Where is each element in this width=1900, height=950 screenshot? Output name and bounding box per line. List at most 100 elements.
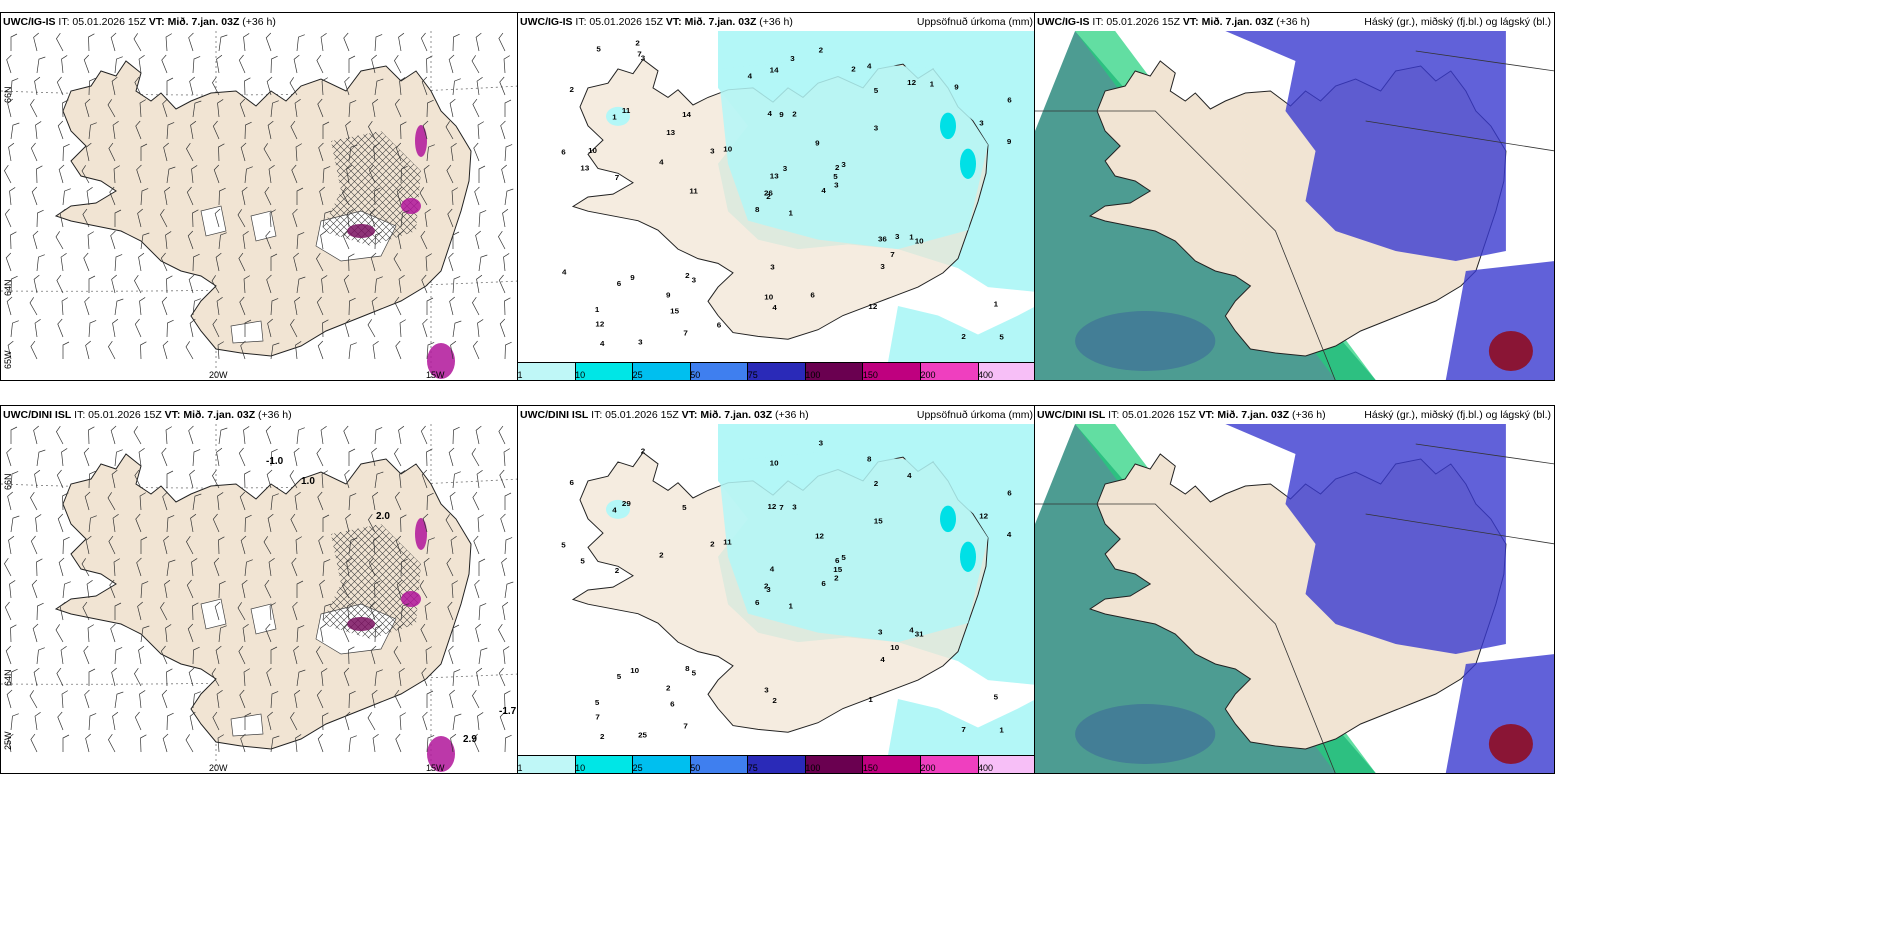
wind-barb: [216, 690, 223, 709]
wind-barb: [471, 55, 480, 74]
wind-barb: [10, 231, 17, 250]
wind-barb: [399, 712, 406, 731]
precip-value: 2: [659, 551, 664, 560]
convection-patch: [427, 736, 455, 772]
lat-label-66n: 66N: [3, 86, 13, 103]
wind-barb: [114, 254, 123, 272]
wind-barb: [400, 165, 408, 184]
wind-barb: [166, 122, 175, 140]
wind-barb: [213, 557, 220, 577]
precip-value: 13: [770, 172, 780, 181]
wind-barb: [135, 120, 142, 140]
wind-barb: [113, 558, 120, 577]
wind-barb: [34, 319, 41, 338]
wind-barb: [374, 187, 381, 206]
wind-barb: [165, 33, 172, 52]
wind-barb: [293, 447, 300, 467]
wind-barb: [88, 275, 96, 293]
wind-barb: [504, 734, 512, 753]
wind-barb: [320, 623, 327, 643]
precip-value: 1: [612, 112, 617, 121]
wind-barb: [348, 297, 356, 316]
wind-barb: [244, 514, 252, 533]
wind-barb: [320, 230, 327, 250]
wind-barb: [113, 165, 120, 184]
wind-barb: [343, 667, 350, 687]
precip-value: 3: [895, 232, 900, 241]
wind-barb: [166, 319, 174, 338]
precip-value: 5: [841, 553, 846, 562]
wind-barb: [243, 275, 250, 294]
wind-barb: [62, 581, 71, 599]
wind-barb: [398, 275, 405, 294]
lat-label-64n: 64N: [3, 669, 13, 686]
wind-barb: [321, 77, 328, 96]
colorbar-segment: [863, 756, 921, 773]
wind-barb: [270, 342, 280, 360]
precip-core: [960, 541, 976, 572]
wind-barb: [134, 667, 142, 687]
wind-barb: [190, 120, 197, 140]
precip-core: [940, 112, 956, 140]
wind-barb: [426, 735, 435, 753]
wind-barb: [270, 253, 278, 271]
wind-barb: [111, 274, 117, 294]
wind-barb: [316, 54, 324, 74]
wind-barb: [450, 536, 457, 555]
colorbar-segment: [748, 363, 806, 380]
wind-barb: [162, 98, 168, 118]
wind-barb: [263, 143, 272, 162]
wind-barb: [398, 32, 405, 52]
wind-barb: [4, 208, 12, 228]
wind-barb: [189, 711, 196, 731]
wind-barb: [348, 253, 355, 272]
precip-value: 6: [570, 478, 575, 487]
wind-barb: [162, 340, 169, 360]
colorbar-segment: [575, 756, 634, 773]
wind-barb: [189, 469, 195, 489]
wind-barb: [133, 426, 142, 445]
wind-barb: [264, 579, 272, 599]
wind-barb: [322, 514, 330, 532]
colorbar-label: 200: [920, 763, 936, 773]
wind-barb: [342, 623, 350, 643]
precip-value: 3: [783, 164, 788, 173]
wind-barb: [240, 340, 246, 360]
wind-barb: [395, 340, 402, 360]
wind-barb: [426, 99, 434, 118]
wind-barb: [475, 623, 481, 643]
wind-barb: [33, 667, 40, 687]
wind-barb: [426, 342, 435, 360]
wind-barb: [421, 274, 428, 294]
wind-barb: [88, 320, 97, 338]
precip-value: 3: [834, 181, 839, 190]
precip-title: Uppsöfnuð úrkoma (mm): [916, 16, 1033, 28]
high-cloud: [1225, 31, 1506, 261]
wind-barb: [448, 447, 455, 467]
wind-barb: [498, 230, 506, 250]
glacier-langjokull: [200, 598, 227, 630]
wind-barb: [296, 34, 305, 52]
wind-barb: [348, 493, 357, 511]
wind-barb: [421, 469, 428, 489]
precip-value: 4: [562, 268, 567, 277]
wind-barb: [138, 55, 145, 74]
wind-barb: [30, 340, 38, 360]
wind-barb: [345, 513, 351, 533]
wind-barb: [238, 252, 246, 272]
wind-barb: [396, 186, 403, 206]
wind-barb: [294, 492, 301, 511]
wind-barb: [422, 318, 428, 338]
wind-barb: [8, 535, 15, 555]
precip-value: 8: [685, 664, 690, 673]
wind-barb: [60, 646, 67, 665]
precip-value: 3: [641, 54, 646, 63]
wind-barb: [139, 492, 146, 511]
wind-barb: [449, 296, 455, 316]
wind-barb: [138, 252, 145, 272]
wind-barb: [270, 735, 280, 753]
wind-barb: [32, 623, 39, 643]
precip-value: 31: [915, 630, 925, 639]
wind-barb: [475, 32, 482, 52]
wind-barb: [212, 318, 220, 338]
